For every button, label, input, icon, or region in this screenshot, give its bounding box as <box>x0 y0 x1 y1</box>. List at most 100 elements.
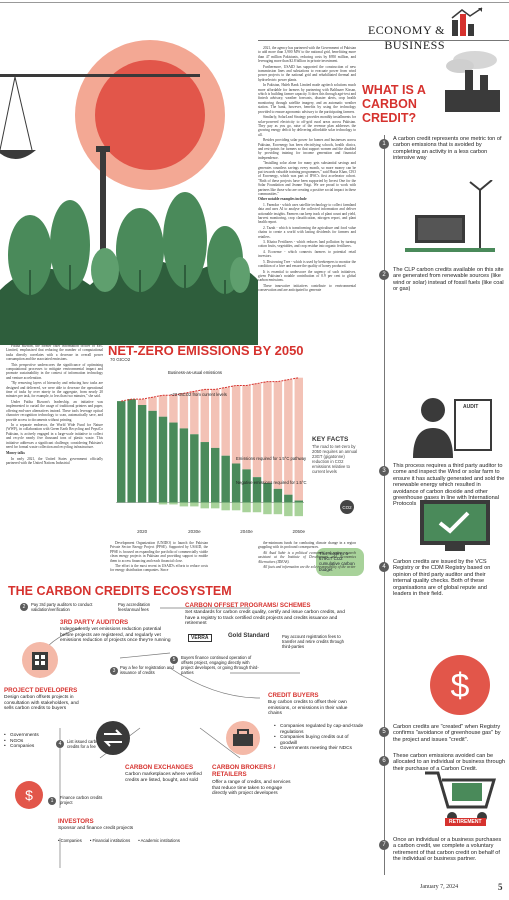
footer-date: January 7, 2024 <box>420 884 459 890</box>
bau-gap-bar <box>252 383 262 478</box>
sidebar-step-text: These carbon emissions avoided can be al… <box>393 753 505 772</box>
legend-item: • Financial institutions <box>89 838 131 843</box>
bau-gap-bar <box>169 395 178 423</box>
required-emissions-bar <box>294 500 303 503</box>
money-heading: Money talks <box>6 451 25 456</box>
accreditation-fee-label: Pay accreditation fees/annual fees <box>118 602 151 612</box>
eco-step-number: 3 <box>110 667 118 675</box>
eco-step-1-text: Finance carbon credits project <box>60 795 103 805</box>
x-tick-label: 2050e <box>293 529 306 534</box>
bau-gap-bar <box>294 377 303 501</box>
list-item: Governments <box>4 733 60 739</box>
legend-item: • Companies <box>58 838 82 843</box>
chart-annotation: Negative emissions required for 1.5°C pa… <box>236 480 308 485</box>
factory-icon <box>420 50 505 115</box>
sidebar-title: WHAT IS A CARBON CREDIT? <box>362 83 426 125</box>
required-emissions-bar <box>273 488 283 503</box>
eco-step-number: 5 <box>170 656 178 664</box>
negative-emissions-bar <box>211 502 220 509</box>
example-item: It is essential to underscore the urgenc… <box>258 269 356 283</box>
eco-step-number: 2 <box>20 603 28 611</box>
bau-gap-bar <box>158 395 168 417</box>
section-header: ECONOMY & BUSINESS <box>367 23 445 52</box>
bau-gap-bar <box>179 393 189 429</box>
required-emissions-bar <box>211 447 220 503</box>
negative-emissions-bar <box>231 502 241 511</box>
chart-annotation: Emissions required for 1.5°C pathway <box>236 456 307 461</box>
exchange-icon <box>95 720 131 756</box>
list-item: Companies buying credits out of goodwill <box>274 735 366 746</box>
key-facts-title: KEY FACTS <box>312 436 349 443</box>
bau-gap-bar <box>231 385 241 464</box>
article-paragraph: Besides providing solar power for homes … <box>258 138 356 160</box>
article-paragraph: Fatiha Rizwan, the former chief informat… <box>6 344 103 362</box>
buyers-text: Buy carbon credits to offset their own e… <box>268 700 348 717</box>
negative-emissions-bar <box>169 502 178 505</box>
required-emissions-bar <box>179 428 189 503</box>
required-emissions-bar <box>117 401 126 503</box>
bau-gap-bar <box>263 381 272 483</box>
investors-text: Sponsor and finance credit projects <box>58 826 134 831</box>
required-emissions-bar <box>263 483 272 503</box>
sidebar-step-text: The CLP carbon credits available on this… <box>393 267 504 293</box>
sidebar-step-text: Once an individual or a business purchas… <box>393 837 502 863</box>
negative-emissions-bar <box>252 502 262 513</box>
required-emissions-bar <box>127 399 136 503</box>
disclaimer: All facts and information are the sole r… <box>263 565 356 570</box>
example-item: 5. Distrowing Tree - which is used by be… <box>258 259 356 269</box>
x-tick-label: 2040e <box>240 529 253 534</box>
example-item: 3. Khaira Fertilizers - which reduces la… <box>258 240 356 249</box>
article-paragraph: "By removing layers of hierarchy and red… <box>6 381 103 399</box>
required-emissions-bar <box>242 469 251 503</box>
sidebar-step-text: This process requires a third party audi… <box>393 463 505 508</box>
eco-step-3-text: Pay a fee for registration and issuance … <box>120 665 174 675</box>
list-item: Governments meeting their NDCs <box>274 746 366 752</box>
required-emissions-bar <box>190 434 199 503</box>
section-icon <box>450 6 484 38</box>
exchanges-title: CARBON EXCHANGES <box>125 764 194 771</box>
eco-step-2-text: Pay 3rd party auditors to conduct valida… <box>31 602 93 612</box>
required-emissions-bar <box>158 416 168 503</box>
x-tick-label: 2020 <box>137 529 148 534</box>
eco-step-5-text: Buyers finance continued operation of of… <box>181 655 259 675</box>
article-paragraph: Furthermore, USAID has supported the con… <box>258 64 356 82</box>
top-rule <box>0 2 509 3</box>
bau-series-line <box>121 377 299 402</box>
co2-badge: CO2 <box>340 500 354 514</box>
auditors-title: 3RD PARTY AUDITORS <box>60 619 129 626</box>
account-fee-label: Pay account registration fees to transfe… <box>282 634 344 649</box>
page-number: 5 <box>498 882 503 892</box>
eco-step-number: 1 <box>48 797 56 805</box>
ecosystem-title: THE CARBON CREDITS ECOSYSTEM <box>8 584 232 598</box>
bau-gap-bar <box>137 399 147 405</box>
budget-callout: This requires a 579GT CO2 cumulative car… <box>316 548 364 576</box>
chart-annotation: Business-as-usual emissions <box>168 370 222 375</box>
credit-icon: $ <box>420 653 500 718</box>
article-paragraph: "Installing solar alone for many gets su… <box>258 161 356 196</box>
negative-emissions-bar <box>179 502 189 507</box>
negative-emissions-bar <box>158 502 168 505</box>
required-emissions-bar <box>252 477 262 503</box>
auditor-icon <box>395 388 505 458</box>
sidebar-step-number: 7 <box>379 840 389 850</box>
list-item: NGOs <box>4 739 60 745</box>
article-paragraph: In early 2021, the United States governm… <box>6 456 103 466</box>
renewables-icon <box>400 179 500 260</box>
sidebar-step-text: A carbon credit represents one metric to… <box>393 136 502 162</box>
example-item: 2. Tazah - which is transforming the agr… <box>258 225 356 239</box>
required-emissions-bar <box>137 405 147 503</box>
article-paragraph: Under Fatiha Rizwan's leadership, an ini… <box>6 399 103 422</box>
bau-gap-bar <box>211 389 220 448</box>
article-paragraph: This perspective underscores the signifi… <box>6 362 103 380</box>
example-item: 1. Farmdar - which uses satellite techno… <box>258 202 356 225</box>
list-item: Companies <box>4 744 60 750</box>
eco-step-4-text: List issued carbon credits for a fee <box>67 739 101 749</box>
required-emissions-bar <box>148 410 157 503</box>
article-paragraph: The effort is the most recent in USAID's… <box>110 564 208 573</box>
examples-heading: Other notable examples include <box>258 197 307 202</box>
sidebar-step-number: 3 <box>379 466 389 476</box>
sidebar-step-number: 6 <box>379 756 389 766</box>
list-item: Companies regulated by cap-and-trade reg… <box>274 724 366 735</box>
bau-gap-bar <box>221 387 230 456</box>
right-small-column: the-minimum funds for combating climate … <box>258 541 356 581</box>
